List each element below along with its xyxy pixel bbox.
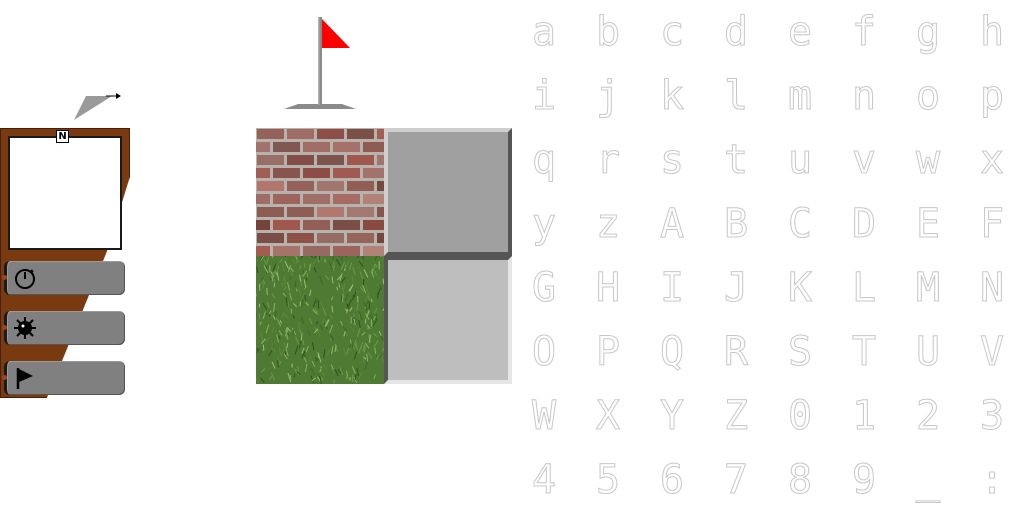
glyph-cell: 7: [723, 457, 749, 504]
glyph-cell: 6: [659, 457, 685, 504]
glyph-cell: 8: [787, 457, 813, 504]
glyph-cell: 0: [787, 393, 813, 440]
glyph-cell: B: [723, 201, 749, 248]
raised-gray-tile: [384, 128, 512, 256]
glyph-cell: A: [659, 201, 685, 248]
glyph-cell: q: [531, 137, 557, 184]
glyph-cell: t: [723, 137, 749, 184]
glyph-cell: m: [787, 73, 813, 120]
glyph-cell: Z: [723, 393, 749, 440]
grass-tile: [256, 256, 384, 384]
glyph-cell: r: [595, 137, 621, 184]
glyph-cell: k: [659, 73, 685, 120]
glyph-cell: 1: [851, 393, 877, 440]
glyph-cell: 9: [851, 457, 877, 504]
glyph-cell: R: [723, 329, 749, 376]
glyph-cell: p: [979, 73, 1005, 120]
glyph-cell: E: [915, 201, 941, 248]
glyph-cell: P: [595, 329, 621, 376]
button-knob: [2, 375, 7, 380]
minimap[interactable]: [8, 136, 122, 250]
glyph-cell: s: [659, 137, 685, 184]
glyph-cell: W: [531, 393, 557, 440]
timer-button[interactable]: [2, 261, 125, 295]
glyph-cell: w: [915, 137, 941, 184]
mine-button[interactable]: [2, 311, 125, 345]
glyph-cell: L: [851, 265, 877, 312]
glyph-cell: :: [979, 457, 1005, 504]
button-knob: [2, 325, 7, 330]
mine-icon: [14, 317, 36, 339]
glyph-cell: f: [851, 9, 877, 56]
flag-icon: [16, 368, 33, 389]
glyph-cell: c: [659, 9, 685, 56]
goal-flag-icon: [284, 17, 356, 109]
glyph-cell: l: [723, 73, 749, 120]
glyph-cell: 2: [915, 393, 941, 440]
flag-button[interactable]: [2, 361, 125, 395]
glyph-cell: Q: [659, 329, 685, 376]
glyph-cell: v: [851, 137, 877, 184]
glyph-cell: K: [787, 265, 813, 312]
glyph-cell: 4: [531, 457, 557, 504]
north-marker: N: [56, 130, 69, 143]
glyph-cell: u: [787, 137, 813, 184]
glyph-cell: h: [979, 9, 1005, 56]
glyph-cell: G: [531, 265, 557, 312]
glyph-cell: g: [915, 9, 941, 56]
sunken-gray-tile: [384, 256, 512, 384]
glyph-cell: o: [915, 73, 941, 120]
glyph-cell: C: [787, 201, 813, 248]
glyph-cell: U: [915, 329, 941, 376]
glyph-cell: z: [595, 201, 621, 248]
button-knob: [2, 275, 7, 280]
glyph-cell: N: [979, 265, 1005, 312]
glyph-cell: T: [851, 329, 877, 376]
brick-wall-tile: [256, 128, 384, 256]
glyph-cell: Y: [659, 393, 685, 440]
glyph-cell: O: [531, 329, 557, 376]
glyph-cell: a: [531, 9, 557, 56]
glyph-cell: e: [787, 9, 813, 56]
glyph-cell: 3: [979, 393, 1005, 440]
glyph-cell: y: [531, 201, 557, 248]
glyph-cell: x: [979, 137, 1005, 184]
glyph-cell: V: [979, 329, 1005, 376]
glyph-cell: S: [787, 329, 813, 376]
glyph-cell: X: [595, 393, 621, 440]
direction-pointer-icon: [74, 93, 121, 120]
glyph-cell: H: [595, 265, 621, 312]
stopwatch-icon: [15, 269, 35, 289]
glyph-cell: b: [595, 9, 621, 56]
glyph-cell: d: [723, 9, 749, 56]
glyph-cell: _: [915, 457, 941, 504]
glyph-cell: D: [851, 201, 877, 248]
glyph-cell: j: [595, 73, 621, 120]
glyph-cell: i: [531, 73, 557, 120]
glyph-cell: F: [979, 201, 1005, 248]
glyph-cell: M: [915, 265, 941, 312]
glyph-cell: 5: [595, 457, 621, 504]
glyph-cell: J: [723, 265, 749, 312]
glyph-cell: I: [659, 265, 685, 312]
glyph-cell: n: [851, 73, 877, 120]
